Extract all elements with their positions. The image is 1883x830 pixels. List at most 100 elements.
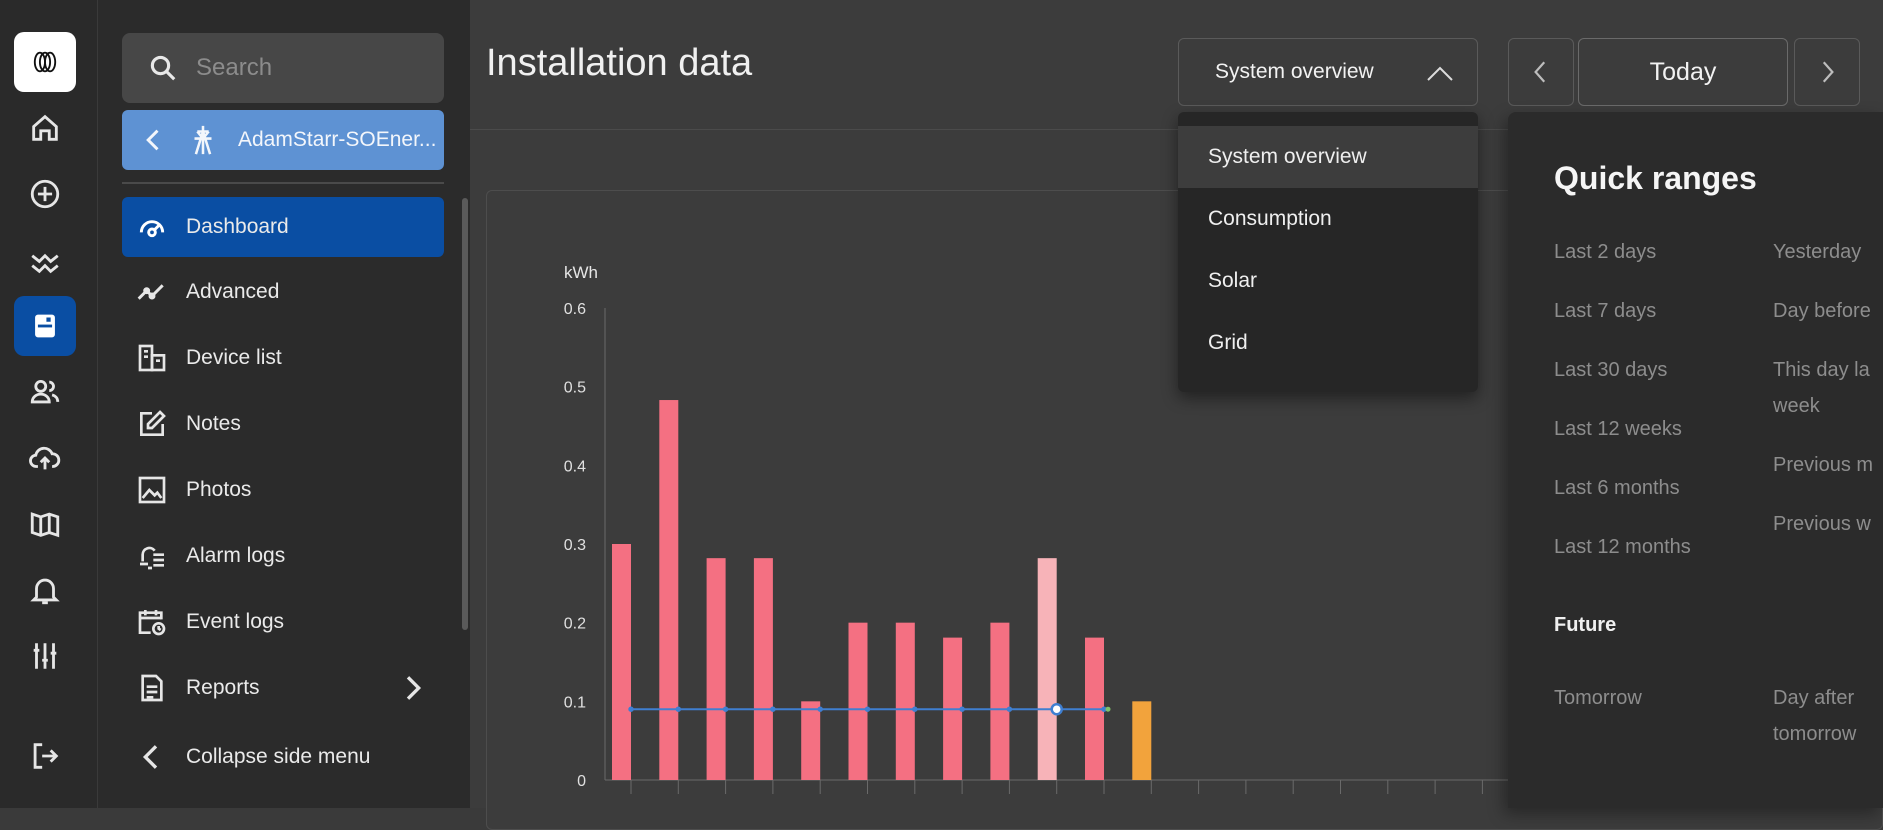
sidebar-item-label: Photos bbox=[186, 478, 252, 501]
quick-range-day-after-tomorrow-line2[interactable]: tomorrow bbox=[1773, 723, 1857, 745]
quick-range-this-day-last-week-line2[interactable]: week bbox=[1773, 395, 1820, 417]
site-selector[interactable]: AdamStarr-SOEner... bbox=[122, 110, 444, 170]
sidebar-item-reports[interactable]: Reports bbox=[122, 658, 444, 718]
quick-range-last-2-days[interactable]: Last 2 days bbox=[1554, 241, 1657, 263]
sidebar-scrollbar[interactable] bbox=[462, 198, 468, 630]
future-heading: Future bbox=[1554, 614, 1617, 636]
quick-range-previous-week[interactable]: Previous w bbox=[1773, 513, 1871, 535]
site-name: AdamStarr-SOEner... bbox=[238, 128, 437, 151]
book-icon[interactable] bbox=[14, 494, 76, 554]
chevron-up-icon bbox=[1427, 66, 1453, 81]
sidebar-item-device-list[interactable]: Device list bbox=[122, 328, 444, 388]
quick-range-last-6-months[interactable]: Last 6 months bbox=[1554, 477, 1680, 499]
search-placeholder: Search bbox=[196, 54, 273, 81]
line-point[interactable] bbox=[959, 706, 965, 712]
y-tick-label: 0.2 bbox=[564, 616, 586, 633]
sidebar-item-label: Alarm logs bbox=[186, 544, 286, 567]
quick-range-day-after-tomorrow[interactable]: Day after bbox=[1773, 687, 1855, 709]
collapse-side-menu-button[interactable]: Collapse side menu bbox=[122, 727, 444, 787]
device-list-icon bbox=[138, 344, 166, 372]
quick-range-this-day-last-week[interactable]: This day la bbox=[1773, 359, 1870, 381]
quick-range-last-30-days[interactable]: Last 30 days bbox=[1554, 359, 1668, 381]
quick-ranges-panel: Quick ranges Last 2 days Last 7 days Las… bbox=[1508, 112, 1883, 808]
energy-bar-chart: kWh 0 0.1 0.2 0.3 0.4 0.5 0.6 bbox=[564, 263, 1520, 794]
dropdown-option-grid[interactable]: Grid bbox=[1208, 331, 1248, 354]
bell-icon[interactable] bbox=[14, 560, 76, 620]
next-period-button[interactable] bbox=[1794, 38, 1860, 106]
add-circle-icon[interactable] bbox=[14, 164, 76, 224]
page-title: Installation data bbox=[486, 42, 753, 84]
home-icon[interactable] bbox=[14, 98, 76, 158]
cloud-upload-icon[interactable] bbox=[14, 428, 76, 488]
sidebar-item-notes[interactable]: Notes bbox=[122, 394, 444, 454]
chevron-left-icon bbox=[142, 745, 158, 769]
dropdown-option-solar[interactable]: Solar bbox=[1208, 269, 1258, 292]
logo-icon bbox=[33, 51, 57, 73]
bar[interactable] bbox=[1132, 701, 1152, 780]
icon-rail bbox=[0, 0, 98, 808]
trend-icon[interactable] bbox=[14, 230, 76, 290]
dashboard-icon bbox=[139, 220, 165, 238]
sidebar-item-advanced[interactable]: Advanced bbox=[122, 262, 444, 322]
y-tick-label: 0.4 bbox=[564, 458, 586, 475]
chevron-right-icon bbox=[1822, 61, 1834, 83]
quick-range-tomorrow[interactable]: Tomorrow bbox=[1554, 687, 1642, 709]
event-logs-icon bbox=[138, 610, 166, 636]
users-icon[interactable] bbox=[14, 362, 76, 422]
logout-icon[interactable] bbox=[14, 726, 76, 786]
today-button[interactable]: Today bbox=[1578, 38, 1788, 106]
quick-ranges-title: Quick ranges bbox=[1554, 160, 1757, 196]
view-select[interactable]: System overview bbox=[1178, 38, 1478, 106]
sidebar-item-alarm-logs[interactable]: Alarm logs bbox=[122, 526, 444, 586]
collapse-label: Collapse side menu bbox=[186, 745, 371, 768]
quick-range-previous-month[interactable]: Previous m bbox=[1773, 454, 1874, 476]
sidebar-item-label: Event logs bbox=[186, 610, 285, 633]
dropdown-option-consumption[interactable]: Consumption bbox=[1208, 207, 1332, 230]
line-point[interactable] bbox=[1006, 706, 1013, 712]
line-point[interactable] bbox=[628, 706, 634, 712]
chevron-right-icon[interactable] bbox=[396, 672, 428, 704]
sidebar-divider bbox=[122, 182, 444, 184]
y-tick-label: 0.5 bbox=[564, 380, 586, 397]
bar[interactable] bbox=[895, 622, 915, 780]
pylon-icon bbox=[194, 125, 212, 155]
bar[interactable] bbox=[706, 558, 726, 780]
bar[interactable] bbox=[801, 701, 821, 780]
photos-icon bbox=[138, 476, 166, 504]
quick-range-yesterday[interactable]: Yesterday bbox=[1773, 241, 1862, 263]
installations-icon[interactable] bbox=[14, 296, 76, 356]
y-tick-label: 0.3 bbox=[564, 537, 586, 554]
search-input[interactable]: Search bbox=[122, 33, 444, 103]
sidebar-item-event-logs[interactable]: Event logs bbox=[122, 592, 444, 652]
previous-period-button[interactable] bbox=[1508, 38, 1574, 106]
quick-range-last-12-months[interactable]: Last 12 months bbox=[1554, 536, 1691, 558]
bar[interactable] bbox=[848, 622, 868, 780]
quick-range-last-12-weeks[interactable]: Last 12 weeks bbox=[1554, 418, 1682, 440]
sidebar-item-photos[interactable]: Photos bbox=[122, 460, 444, 520]
bar[interactable] bbox=[753, 558, 773, 780]
highlighted-point[interactable] bbox=[1050, 702, 1063, 716]
bar[interactable] bbox=[1037, 558, 1057, 780]
bar[interactable] bbox=[990, 622, 1010, 780]
sliders-icon[interactable] bbox=[14, 626, 76, 686]
line-point[interactable] bbox=[864, 706, 871, 712]
bar[interactable] bbox=[659, 400, 679, 780]
line-point[interactable] bbox=[722, 706, 729, 712]
sidebar: Search AdamStarr-SOEner... Dashboard Adv… bbox=[98, 0, 470, 808]
quick-range-last-7-days[interactable]: Last 7 days bbox=[1554, 300, 1657, 322]
victron-logo[interactable] bbox=[14, 32, 76, 92]
line-point[interactable] bbox=[770, 706, 776, 712]
alarm-logs-icon bbox=[140, 546, 164, 570]
dropdown-option-system-overview[interactable]: System overview bbox=[1178, 126, 1478, 188]
chevron-left-icon bbox=[1534, 61, 1546, 83]
line-point[interactable] bbox=[675, 706, 682, 712]
sidebar-item-dashboard[interactable]: Dashboard bbox=[122, 197, 444, 257]
quick-range-day-before[interactable]: Day before bbox=[1773, 300, 1871, 322]
notes-icon bbox=[140, 410, 166, 436]
line-point[interactable] bbox=[817, 706, 823, 712]
back-chevron-icon[interactable] bbox=[140, 126, 168, 154]
y-tick-label: 0.1 bbox=[564, 694, 586, 711]
bar[interactable] bbox=[612, 544, 631, 780]
line-point[interactable] bbox=[912, 706, 918, 712]
search-icon bbox=[150, 55, 176, 81]
